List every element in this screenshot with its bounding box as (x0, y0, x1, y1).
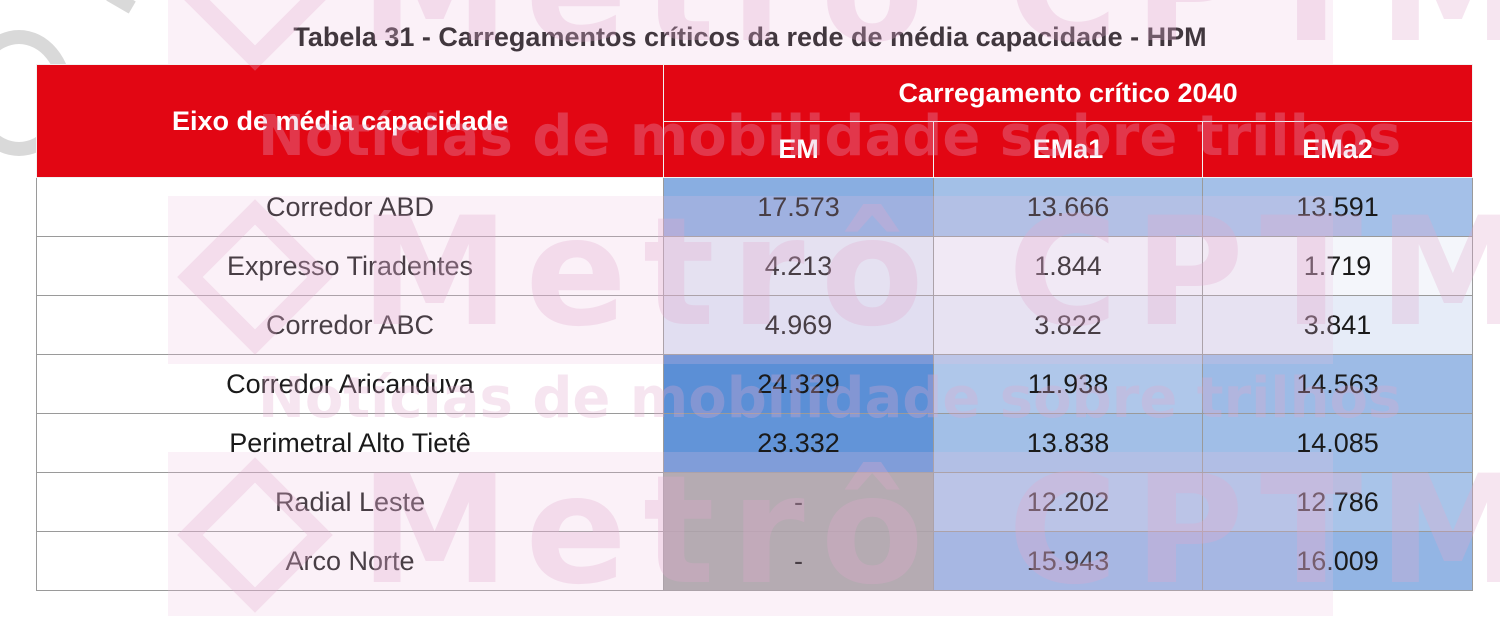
row-name: Radial Leste (36, 472, 664, 532)
value-cell: 4.969 (663, 295, 934, 355)
table-row: Corredor ABC 4.969 3.822 3.841 (36, 295, 1474, 355)
value-cell: 24.329 (663, 354, 934, 414)
row-name: Expresso Tiradentes (36, 236, 664, 296)
row-name: Arco Norte (36, 531, 664, 591)
value-cell: 3.841 (1201, 295, 1474, 355)
carregamento-table: Eixo de média capacidade Carregamento cr… (36, 64, 1474, 591)
value-cell: 14.563 (1201, 354, 1474, 414)
value-cell: 17.573 (663, 177, 934, 237)
row-name: Perimetral Alto Tietê (36, 413, 664, 473)
row-name: Corredor ABD (36, 177, 664, 237)
value-cell: 13.666 (933, 177, 1203, 237)
value-cell: - (663, 531, 934, 591)
value-cell: 1.844 (933, 236, 1203, 296)
table-row: Corredor Aricanduva 24.329 11.938 14.563 (36, 354, 1474, 414)
value-cell: 12.202 (933, 472, 1203, 532)
value-cell: 13.838 (933, 413, 1203, 473)
value-cell: 1.719 (1201, 236, 1474, 296)
table-caption: Tabela 31 - Carregamentos críticos da re… (293, 22, 1207, 52)
value-cell: 4.213 (663, 236, 934, 296)
value-cell: 12.786 (1201, 472, 1474, 532)
table-row: Expresso Tiradentes 4.213 1.844 1.719 (36, 236, 1474, 296)
table-row: Arco Norte - 15.943 16.009 (36, 531, 1474, 591)
value-cell: 14.085 (1201, 413, 1474, 473)
value-cell: - (663, 472, 934, 532)
row-header-label: Eixo de média capacidade (36, 64, 664, 178)
table-row: Corredor ABD 17.573 13.666 13.591 (36, 177, 1474, 237)
value-cell: 15.943 (933, 531, 1203, 591)
value-cell: 16.009 (1201, 531, 1474, 591)
value-cell: 23.332 (663, 413, 934, 473)
table-row: Radial Leste - 12.202 12.786 (36, 472, 1474, 532)
corner-decoration-mark (106, 0, 136, 14)
row-name: Corredor Aricanduva (36, 354, 664, 414)
scenario-header-ema2: EMa2 (1201, 121, 1474, 178)
scenario-header-em: EM (663, 121, 934, 178)
table-row: Perimetral Alto Tietê 23.332 13.838 14.0… (36, 413, 1474, 473)
scenario-header-ema1: EMa1 (933, 121, 1203, 178)
value-cell: 13.591 (1201, 177, 1474, 237)
value-cell: 11.938 (933, 354, 1203, 414)
group-header-label: Carregamento crítico 2040 (662, 64, 1474, 122)
value-cell: 3.822 (933, 295, 1203, 355)
row-name: Corredor ABC (36, 295, 664, 355)
